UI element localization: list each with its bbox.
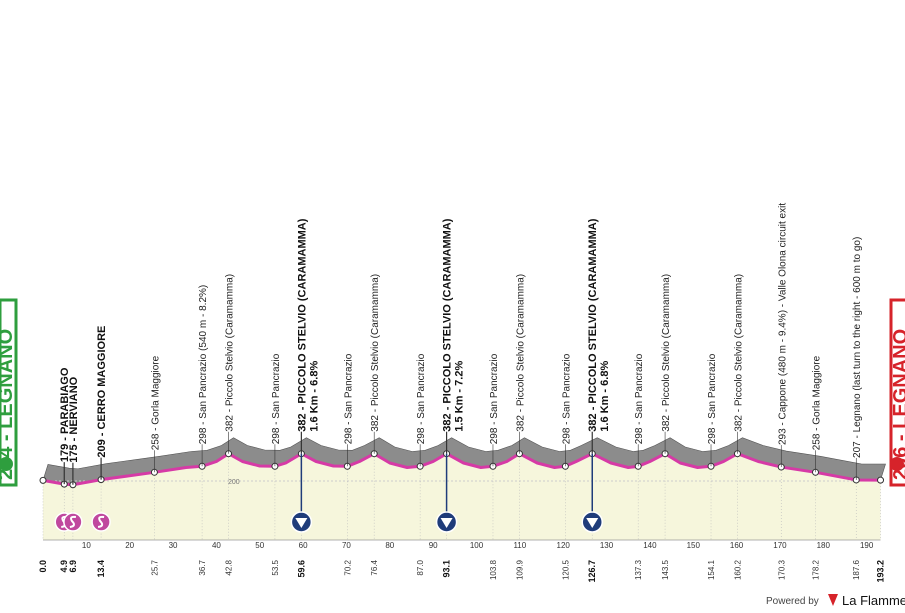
- km-label: 109.9: [515, 559, 524, 580]
- km-label: 42.8: [225, 559, 234, 575]
- powered-by: Powered by: [766, 596, 819, 607]
- km-label: 178.2: [811, 559, 820, 580]
- km-label: 6.9: [68, 560, 78, 573]
- km-label: 120.5: [561, 559, 570, 580]
- km-tick: 60: [299, 541, 308, 550]
- finish-icon: [890, 457, 904, 471]
- waypoint-name: 298 - San Pancrazio: [489, 353, 500, 444]
- waypoint-name: 382 - PICCOLO STELVIO (CARAMAMMA): [296, 218, 308, 431]
- waypoint-name: 298 - San Pancrazio: [271, 353, 282, 444]
- climb-detail: 1.5 Km - 7.2%: [454, 361, 466, 432]
- waypoint-name: 298 - San Pancrazio: [707, 353, 718, 444]
- sprint-marker-icon: [97, 515, 105, 528]
- waypoint-name: 382 - Piccolo Stelvio (Caramamma): [661, 274, 672, 432]
- climb-detail: 1.6 Km - 6.8%: [308, 361, 320, 432]
- km-label: 187.6: [852, 559, 861, 580]
- km-tick: 20: [125, 541, 134, 550]
- sprint-marker-icon: [69, 515, 77, 528]
- km-label: 154.1: [707, 559, 716, 580]
- start-label: 204 - LEGNANO: [0, 329, 17, 480]
- brand-icon: [828, 594, 838, 606]
- waypoint-name: 179 - PARABIAGO: [59, 367, 71, 462]
- waypoint-dot: [39, 476, 47, 484]
- km-tick: 80: [385, 541, 394, 550]
- waypoint-name: 298 - San Pancrazio: [416, 353, 427, 444]
- km-label: 143.5: [661, 559, 670, 580]
- km-label: 4.9: [59, 560, 69, 573]
- waypoint-name: 382 - PICCOLO STELVIO (CARAMAMMA): [587, 218, 599, 431]
- altitude-label: 200: [228, 479, 240, 486]
- climb-marker-icon: [295, 518, 308, 528]
- waypoint-name: 298 - San Pancrazio: [634, 353, 645, 444]
- km-tick: 70: [342, 541, 351, 550]
- climb-marker-icon: [586, 518, 599, 528]
- waypoint-name: 382 - Piccolo Stelvio (Caramamma): [733, 274, 744, 432]
- km-label: 193.2: [876, 560, 886, 583]
- waypoint-name: 293 - Cappone (480 m - 9.4%) - Valle Olo…: [777, 203, 788, 445]
- km-label: 160.2: [733, 559, 742, 580]
- km-label: 126.7: [587, 560, 597, 583]
- km-tick: 150: [687, 541, 701, 550]
- finish-box: [889, 298, 905, 487]
- km-label: 76.4: [370, 559, 379, 575]
- km-label: 170.3: [777, 559, 786, 580]
- climb-detail: 1.6 Km - 6.8%: [599, 361, 611, 432]
- waypoint-name: 382 - PICCOLO STELVIO (CARAMAMMA): [442, 218, 454, 431]
- waypoint-name: 298 - San Pancrazio (540 m - 8.2%): [198, 285, 209, 445]
- waypoint-name: 258 - Gorla Maggiore: [811, 355, 822, 450]
- km-label: 0.0: [38, 560, 48, 573]
- km-tick: 90: [429, 541, 438, 550]
- waypoint-name: 175 - NERVIANO: [68, 376, 80, 462]
- start-icon: [0, 457, 13, 471]
- profile-area: [43, 453, 881, 540]
- plot: 200 10 20 30 40 50 60 70 80 90 100 110 120 130 140 150 1…: [38, 203, 886, 583]
- km-tick: 10: [82, 541, 91, 550]
- waypoint-name: 258 - Gorla Maggiore: [150, 355, 161, 450]
- climb-marker-icon: [440, 518, 453, 528]
- waypoint-name: 382 - Piccolo Stelvio (Caramamma): [370, 274, 381, 432]
- km-label: 87.0: [416, 559, 425, 575]
- waypoint-name: 382 - Piccolo Stelvio (Caramamma): [225, 274, 236, 432]
- km-tick: 120: [557, 541, 571, 550]
- km-label: 93.1: [442, 560, 452, 578]
- waypoint-name: 382 - Piccolo Stelvio (Caramamma): [515, 274, 526, 432]
- waypoint-name: 209 - CERRO MAGGIORE: [96, 326, 108, 458]
- km-tick: 160: [730, 541, 744, 550]
- waypoint-name: 298 - San Pancrazio: [561, 353, 572, 444]
- km-label: 59.6: [296, 560, 306, 578]
- waypoint-name: 298 - San Pancrazio: [343, 353, 354, 444]
- km-tick: 170: [773, 541, 787, 550]
- km-tick: 180: [817, 541, 831, 550]
- km-label: 70.2: [343, 559, 352, 575]
- km-tick: 190: [860, 541, 874, 550]
- km-label: 53.5: [271, 559, 280, 575]
- km-tick: 50: [255, 541, 264, 550]
- km-tick: 110: [513, 541, 526, 550]
- waypoint-dot: [877, 476, 885, 484]
- start-box: [0, 298, 18, 487]
- brand: La FlammeRouge: [842, 593, 905, 608]
- km-label: 137.3: [634, 559, 643, 580]
- km-label: 25.7: [150, 559, 159, 575]
- km-tick: 130: [600, 541, 614, 550]
- finish-label: 206 - LEGNANO: [890, 329, 905, 480]
- km-label: 103.8: [489, 559, 498, 580]
- km-label: 36.7: [198, 559, 207, 575]
- km-tick: 40: [212, 541, 221, 550]
- waypoint-name: 207 - Legnano (last turn to the right - …: [852, 237, 863, 458]
- km-label: 13.4: [96, 560, 106, 578]
- km-tick: 30: [169, 541, 178, 550]
- km-tick: 140: [643, 541, 657, 550]
- km-tick: 100: [470, 541, 484, 550]
